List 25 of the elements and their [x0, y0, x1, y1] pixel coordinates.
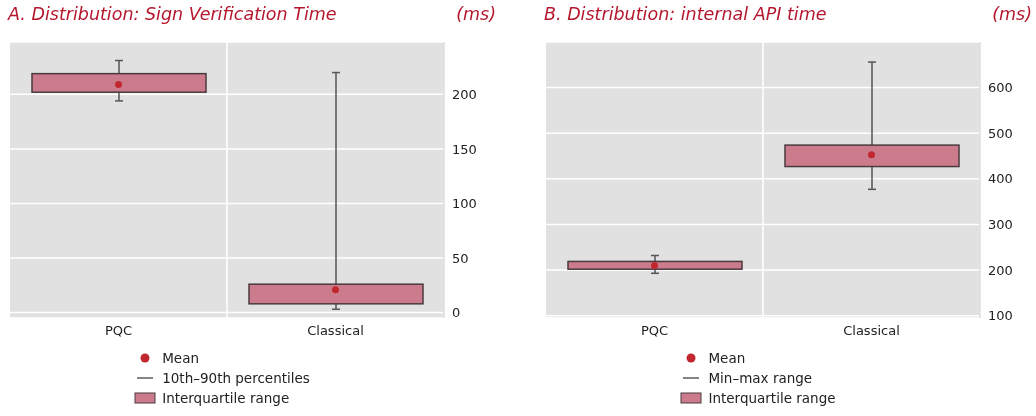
x-tick-label: PQC [640, 323, 669, 339]
y-tick-label: 0 [452, 305, 461, 321]
text: 10th–90th percentiles [162, 369, 310, 388]
y-tick-label: 150 [452, 141, 477, 157]
text: Min–max range [708, 369, 813, 388]
y-tick-label: 50 [452, 250, 469, 266]
y-axis-title: (ms) [456, 4, 496, 24]
legend-label: Mean [162, 349, 199, 368]
chart-title: A. Distribution: Sign Verification Time [8, 4, 337, 24]
y-tick-label: 600 [988, 80, 1013, 96]
y-axis-title: (ms) [992, 4, 1032, 24]
legend-label: Interquartile range [708, 389, 836, 408]
x-tick-label: Classical [307, 323, 364, 339]
y-tick-label: 500 [988, 125, 1013, 141]
y-tick-label: 200 [988, 262, 1013, 278]
x-tick-label: Classical [843, 323, 900, 339]
legend-label: Mean [708, 349, 746, 368]
y-tick-label: 100 [452, 196, 477, 212]
x-tick-label: PQC [104, 323, 133, 339]
y-tick-label: 100 [988, 308, 1013, 324]
y-tick-label: 400 [988, 171, 1013, 187]
y-tick-label: 200 [452, 86, 477, 102]
y-tick-label: 300 [988, 217, 1013, 233]
legend-label: Interquartile range [162, 389, 290, 408]
chart-title: B. Distribution: internal API time [544, 4, 827, 24]
